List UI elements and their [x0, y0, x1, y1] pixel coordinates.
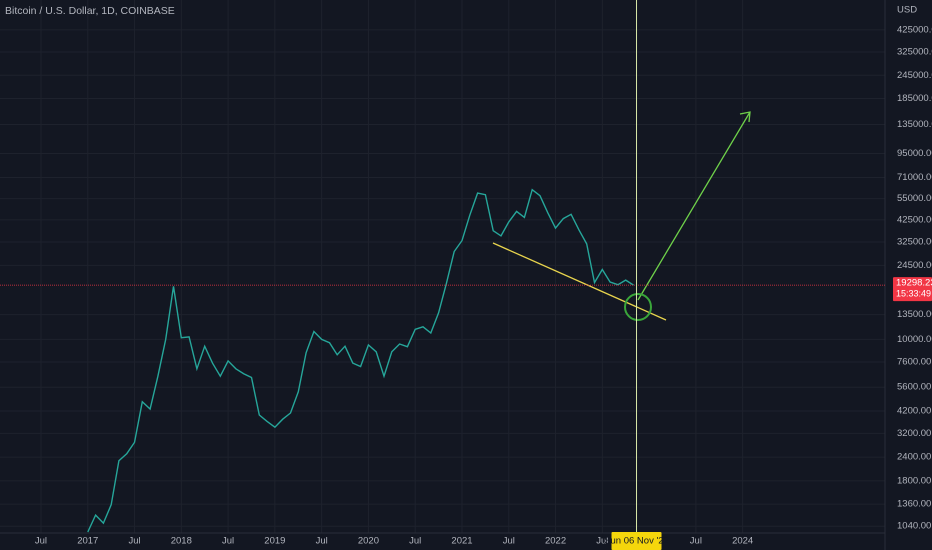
- x-tick-label: 2019: [264, 536, 285, 547]
- x-tick-label: Jul: [316, 536, 328, 547]
- x-tick-label: Jul: [596, 536, 608, 547]
- y-tick-label: 13500.00: [897, 309, 932, 320]
- y-tick-label: 32500.00: [897, 237, 932, 248]
- y-tick-label: 42500.00: [897, 214, 932, 225]
- y-tick-label: 135000.00: [897, 119, 932, 130]
- x-tick-label: 2024: [732, 536, 753, 547]
- y-tick-label: 24500.00: [897, 260, 932, 271]
- x-tick-label: Jul: [503, 536, 515, 547]
- y-tick-label: 55000.00: [897, 193, 932, 204]
- x-tick-label: Jul: [409, 536, 421, 547]
- price-line: [87, 188, 634, 533]
- y-tick-label: 185000.00: [897, 93, 932, 104]
- y-tick-label: 71000.00: [897, 172, 932, 183]
- countdown-label: 15:33:49: [896, 288, 931, 298]
- y-tick-label: 245000.00: [897, 70, 932, 81]
- y-tick-label: 95000.00: [897, 148, 932, 159]
- y-tick-label: 325000.00: [897, 46, 932, 57]
- projection-arrow: [637, 111, 751, 301]
- y-tick-label: 3200.00: [897, 428, 931, 439]
- x-tick-label: Jul: [35, 536, 47, 547]
- x-tick-label: 2017: [77, 536, 98, 547]
- x-tick-label: 2018: [171, 536, 192, 547]
- highlight-circle: [624, 293, 652, 321]
- chart-title: Bitcoin / U.S. Dollar, 1D, COINBASE: [5, 5, 175, 17]
- y-tick-label: 1800.00: [897, 475, 931, 486]
- y-tick-label: 5600.00: [897, 382, 931, 393]
- x-tick-label: Jul: [690, 536, 702, 547]
- last-price-label: 19298.23: [896, 278, 932, 289]
- x-tick-label: 2020: [358, 536, 379, 547]
- y-tick-label: 1360.00: [897, 499, 931, 510]
- cursor-date-label: Sun 06 Nov '22: [604, 536, 669, 547]
- currency-label: USD: [897, 5, 917, 16]
- x-tick-label: Jul: [128, 536, 140, 547]
- cursor-date-box: [611, 532, 662, 550]
- arrow-head: [739, 111, 751, 123]
- x-tick-label: Jul: [222, 536, 234, 547]
- y-tick-label: 2400.00: [897, 452, 931, 463]
- y-tick-label: 7600.00: [897, 357, 931, 368]
- x-tick-label: 2021: [451, 536, 472, 547]
- last-price-box: [893, 277, 932, 302]
- y-tick-label: 1040.00: [897, 521, 931, 532]
- y-tick-label: 10000.00: [897, 334, 932, 345]
- y-tick-label: 425000.00: [897, 24, 932, 35]
- x-tick-label: 2022: [545, 536, 566, 547]
- y-tick-label: 4200.00: [897, 405, 931, 416]
- trend-line: [492, 242, 667, 321]
